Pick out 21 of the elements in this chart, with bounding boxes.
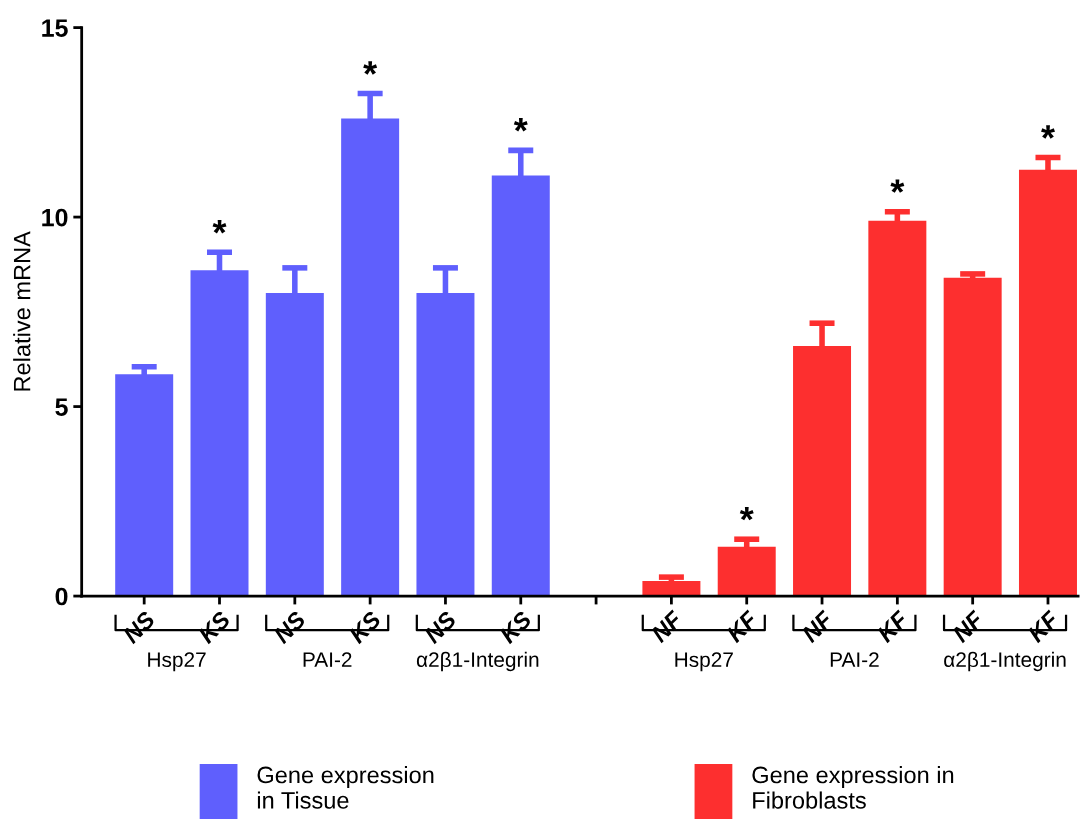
data-label: * <box>212 219 227 234</box>
y-tick-label: 10 <box>42 208 68 227</box>
bar <box>115 374 174 597</box>
data-label: * <box>513 118 528 132</box>
text: α2β1-Integrin <box>416 651 539 672</box>
text: α2β1-Integrin <box>944 651 1066 672</box>
y-tick-label: 0 <box>55 587 68 606</box>
legend-label: Gene expression in Fibroblasts <box>752 765 954 809</box>
y-tick-label: 5 <box>55 398 68 416</box>
text: PAI-2 <box>830 652 879 667</box>
text: Hsp27 <box>675 652 733 672</box>
text: Hsp27 <box>148 652 206 672</box>
data-label: * <box>363 61 378 75</box>
y-tick-label: 15 <box>42 19 68 37</box>
text: PAI-2 <box>303 652 352 667</box>
legend-label: Gene expression in Tissue <box>257 765 434 809</box>
data-label: * <box>890 179 905 193</box>
data-label: * <box>739 506 754 521</box>
bar <box>717 546 776 597</box>
data-label: * <box>1041 125 1055 139</box>
y-axis-title: Relative mRNA <box>13 231 31 391</box>
